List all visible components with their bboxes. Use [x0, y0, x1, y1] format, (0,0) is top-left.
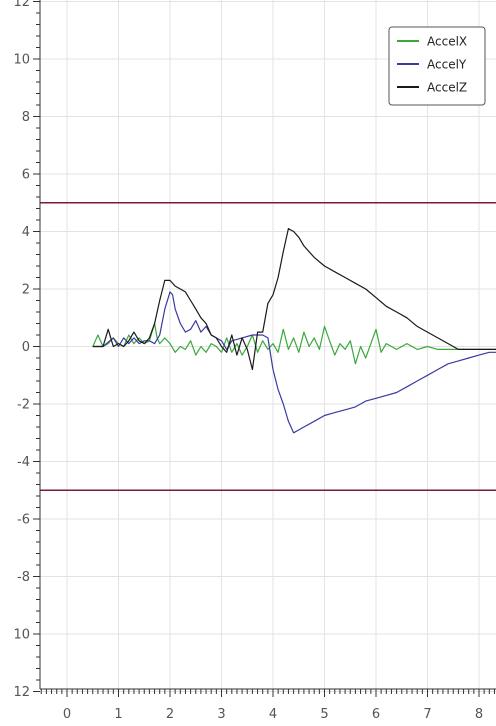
legend-box: [388, 26, 486, 106]
y-tick-label: 2: [22, 283, 30, 298]
y-tick-label: -4: [17, 455, 30, 470]
x-tick-label: 0: [63, 707, 71, 722]
legend-label-accelx: AccelX: [427, 35, 467, 49]
y-tick-label: 12: [13, 0, 30, 10]
y-tick-label: -6: [17, 513, 30, 528]
x-tick-label: 3: [217, 707, 225, 722]
legend-label-accelz: AccelZ: [427, 81, 467, 95]
x-tick-label: 5: [320, 707, 328, 722]
series-line-accelz: [92, 228, 496, 371]
x-tick-label: 6: [372, 707, 380, 722]
x-tick-label: 8: [475, 707, 483, 722]
legend: AccelX AccelY AccelZ: [388, 26, 486, 106]
y-tick-label: -2: [17, 398, 30, 413]
y-axis-ticks: 12 10 8 6 4 2 0 -2 -4 -6 -8 10 12: [13, 0, 40, 700]
y-tick-label: 10: [13, 628, 30, 643]
grid: [40, 0, 496, 692]
y-tick-label: 10: [13, 53, 30, 68]
y-tick-label: 8: [22, 110, 30, 125]
x-tick-label: 4: [269, 707, 277, 722]
threshold-lines: [40, 202, 496, 491]
y-tick-label: -8: [17, 570, 30, 585]
y-tick-label: 4: [22, 225, 30, 240]
legend-label-accely: AccelY: [427, 58, 467, 72]
series-line-accely: [92, 291, 496, 434]
y-tick-label: 12: [13, 685, 30, 700]
x-tick-label: 2: [166, 707, 174, 722]
series-lines: [92, 228, 496, 434]
y-tick-label: 0: [22, 340, 30, 355]
x-tick-label: 7: [423, 707, 431, 722]
x-axis-ticks: 0 1 2 3 4 5 6 7 8: [40, 689, 495, 722]
x-tick-label: 1: [114, 707, 122, 722]
y-tick-label: 6: [22, 168, 30, 183]
